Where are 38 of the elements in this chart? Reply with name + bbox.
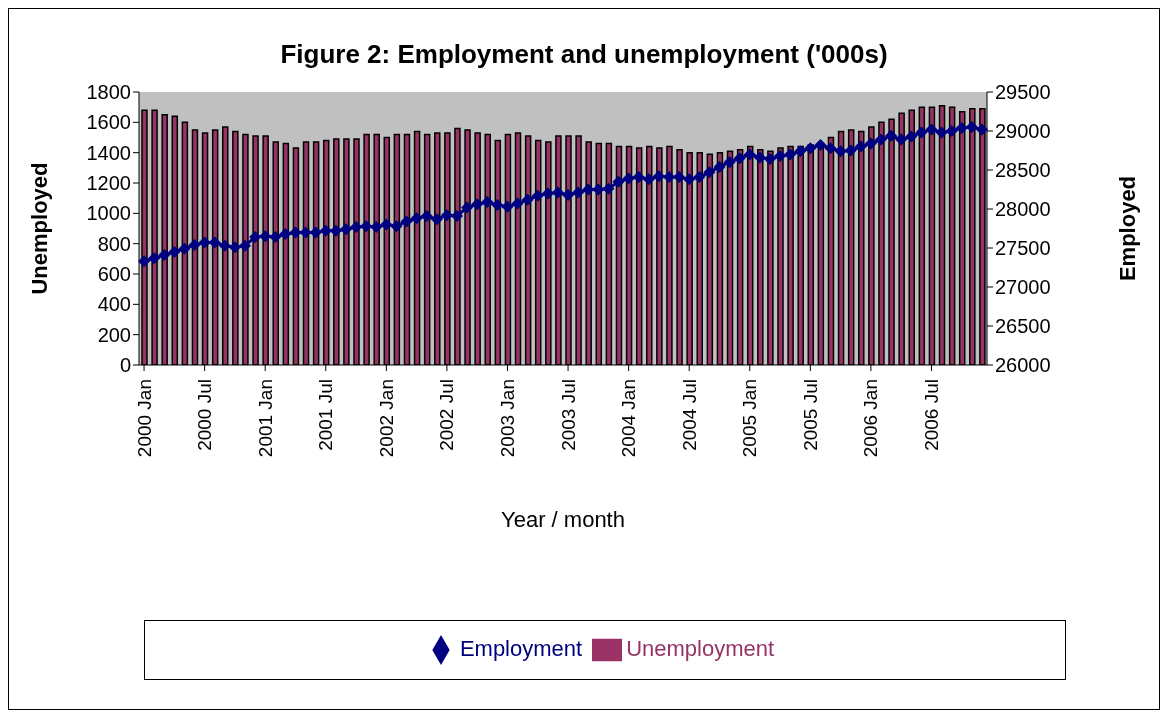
x-tick-label: 2001 Jul — [315, 379, 337, 451]
y-tick-label: 1000 — [86, 202, 131, 225]
y2-tick-label: 26500 — [995, 315, 1051, 338]
y-tick-label: 200 — [97, 323, 131, 346]
y2-tick-label: 29500 — [995, 81, 1051, 104]
x-axis-title: Year / month — [501, 507, 625, 532]
x-tick-label: 2000 Jan — [133, 379, 155, 458]
legend-label: Employment — [459, 635, 583, 661]
x-tick-label: 2001 Jan — [254, 379, 276, 458]
y2-tick-label: 26000 — [995, 354, 1051, 377]
x-tick-label: 2003 Jan — [496, 379, 518, 458]
x-tick-label: 2004 Jul — [678, 379, 700, 451]
y-tick-label: 1400 — [86, 141, 131, 164]
y-tick-label: 600 — [97, 263, 131, 286]
y-tick-label: 1600 — [86, 111, 131, 134]
x-tick-label: 2003 Jul — [557, 379, 579, 451]
chart-title: Figure 2: Employment and unemployment ('000s) — [279, 39, 889, 70]
x-tick-label: 2005 Jul — [799, 379, 821, 451]
x-tick-label: 2006 Jan — [860, 379, 882, 458]
x-tick-label: 2000 Jul — [194, 379, 216, 451]
x-tick-label: 2006 Jul — [920, 379, 942, 451]
legend-label: Unemployment — [626, 635, 775, 661]
x-tick-label: 2004 Jan — [618, 379, 640, 458]
y2-tick-label: 28500 — [995, 159, 1051, 182]
x-tick-label: 2005 Jan — [739, 379, 761, 458]
y2-axis-title: Employed — [1114, 175, 1140, 282]
y-axis-title: Unemployed — [26, 162, 52, 295]
y2-tick-label: 27500 — [995, 237, 1051, 260]
x-tick-label: 2002 Jul — [436, 379, 458, 451]
y-tick-label: 0 — [119, 354, 131, 377]
y-tick-label: 1800 — [86, 81, 131, 104]
y2-tick-label: 29000 — [995, 120, 1051, 143]
y2-tick-label: 27000 — [995, 276, 1051, 299]
x-tick-label: 2002 Jan — [375, 379, 397, 458]
y-tick-label: 400 — [97, 293, 131, 316]
y-tick-label: 1200 — [86, 172, 131, 195]
y2-tick-label: 28000 — [995, 198, 1051, 221]
y-tick-label: 800 — [97, 232, 131, 255]
